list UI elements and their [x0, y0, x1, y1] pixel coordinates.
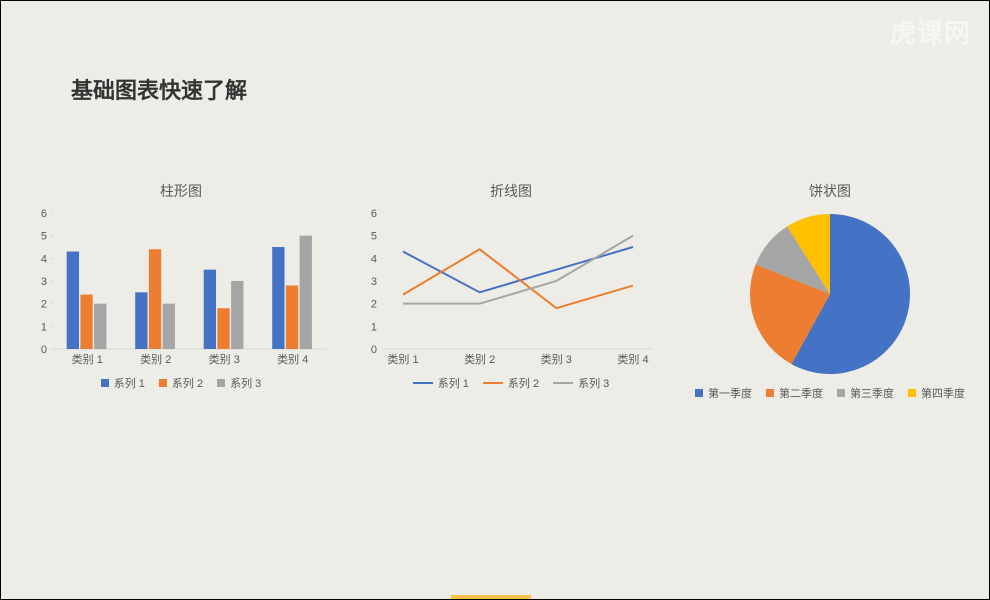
- legend-swatch: [101, 379, 109, 387]
- legend-swatch: [483, 382, 503, 384]
- svg-text:类别 3: 类别 3: [541, 352, 572, 366]
- svg-text:类别 2: 类别 2: [464, 352, 495, 366]
- bar: [231, 281, 243, 349]
- bar: [204, 270, 216, 349]
- line-chart-panel: 折线图 0 1 2 3 4 5 6 类别 1 类别 2 类别 3 类别 4 系列 1 系列 2 系列 3: [361, 181, 661, 411]
- legend-swatch: [695, 389, 703, 397]
- legend-label: 第三季度: [850, 385, 894, 401]
- legend-label: 第二季度: [779, 385, 823, 401]
- svg-text:4: 4: [41, 253, 47, 265]
- svg-text:5: 5: [41, 231, 47, 243]
- bar: [94, 304, 106, 349]
- legend-swatch: [159, 379, 167, 387]
- legend-swatch: [217, 379, 225, 387]
- bar: [80, 295, 92, 349]
- page-title: 基础图表快速了解: [71, 73, 247, 105]
- bar: [217, 308, 229, 349]
- svg-text:1: 1: [371, 321, 377, 333]
- svg-text:6: 6: [371, 209, 377, 220]
- line-series: [403, 247, 633, 292]
- legend-swatch: [413, 382, 433, 384]
- bar-chart-plot: 0 1 2 3 4 5 6 类别 1 类别 2 类别 3 类别 4: [31, 209, 331, 369]
- legend-item: 系列 2: [483, 375, 539, 391]
- pie-chart-title: 饼状图: [809, 181, 851, 201]
- legend-item: 第一季度: [695, 385, 752, 401]
- svg-text:类别 1: 类别 1: [72, 352, 103, 366]
- legend-swatch: [837, 389, 845, 397]
- svg-text:0: 0: [371, 344, 377, 356]
- pie-chart-plot: [745, 209, 915, 379]
- svg-text:4: 4: [371, 253, 377, 265]
- svg-text:2: 2: [41, 299, 47, 311]
- legend-item: 第三季度: [837, 385, 894, 401]
- pie-chart-svg: [745, 209, 915, 379]
- legend-item: 系列 1: [101, 375, 145, 391]
- bar-chart-panel: 柱形图 0 1 2 3 4 5 6 类别 1 类别 2 类别 3 类别 4 系列 1 系列 2 系列 3: [31, 181, 331, 411]
- bar: [135, 292, 147, 349]
- legend-item: 系列 3: [553, 375, 609, 391]
- svg-text:6: 6: [41, 209, 47, 220]
- legend-swatch: [908, 389, 916, 397]
- bar-chart-title: 柱形图: [160, 181, 202, 201]
- legend-label: 系列 3: [578, 375, 609, 391]
- line-chart-plot: 0 1 2 3 4 5 6 类别 1 类别 2 类别 3 类别 4: [361, 209, 661, 369]
- legend-item: 第二季度: [766, 385, 823, 401]
- bar: [272, 247, 284, 349]
- watermark-text: 虎课网: [890, 13, 971, 50]
- bar: [67, 252, 79, 349]
- legend-label: 系列 1: [114, 375, 145, 391]
- bottom-accent-bar: [451, 595, 531, 599]
- bar: [149, 249, 161, 349]
- svg-text:类别 2: 类别 2: [140, 352, 171, 366]
- bar: [286, 286, 298, 349]
- legend-item: 系列 2: [159, 375, 203, 391]
- legend-label: 系列 2: [172, 375, 203, 391]
- legend-swatch: [553, 382, 573, 384]
- svg-text:3: 3: [41, 276, 47, 288]
- bar-chart-svg: 0 1 2 3 4 5 6 类别 1 类别 2 类别 3 类别 4: [31, 209, 331, 369]
- charts-row: 柱形图 0 1 2 3 4 5 6 类别 1 类别 2 类别 3 类别 4 系列 1 系列 2 系列 3…: [31, 181, 969, 411]
- svg-text:类别 3: 类别 3: [209, 352, 240, 366]
- svg-text:0: 0: [41, 344, 47, 356]
- bar-chart-legend: 系列 1 系列 2 系列 3: [101, 375, 262, 391]
- legend-label: 第四季度: [921, 385, 965, 401]
- bar: [300, 236, 312, 349]
- legend-label: 系列 2: [508, 375, 539, 391]
- svg-text:类别 4: 类别 4: [617, 352, 648, 366]
- svg-text:5: 5: [371, 231, 377, 243]
- legend-item: 系列 3: [217, 375, 261, 391]
- legend-item: 系列 1: [413, 375, 469, 391]
- line-chart-svg: 0 1 2 3 4 5 6 类别 1 类别 2 类别 3 类别 4: [361, 209, 661, 369]
- legend-item: 第四季度: [908, 385, 965, 401]
- pie-chart-panel: 饼状图 第一季度 第二季度 第三季度 第四季度: [691, 181, 969, 411]
- line-chart-title: 折线图: [490, 181, 532, 201]
- legend-label: 系列 1: [438, 375, 469, 391]
- line-chart-legend: 系列 1 系列 2 系列 3: [413, 375, 610, 391]
- svg-text:1: 1: [41, 321, 47, 333]
- bar: [163, 304, 175, 349]
- svg-text:3: 3: [371, 276, 377, 288]
- legend-swatch: [766, 389, 774, 397]
- svg-text:类别 4: 类别 4: [277, 352, 308, 366]
- svg-text:类别 1: 类别 1: [387, 352, 418, 366]
- legend-label: 第一季度: [708, 385, 752, 401]
- svg-text:2: 2: [371, 299, 377, 311]
- legend-label: 系列 3: [230, 375, 261, 391]
- pie-chart-legend: 第一季度 第二季度 第三季度 第四季度: [695, 385, 965, 401]
